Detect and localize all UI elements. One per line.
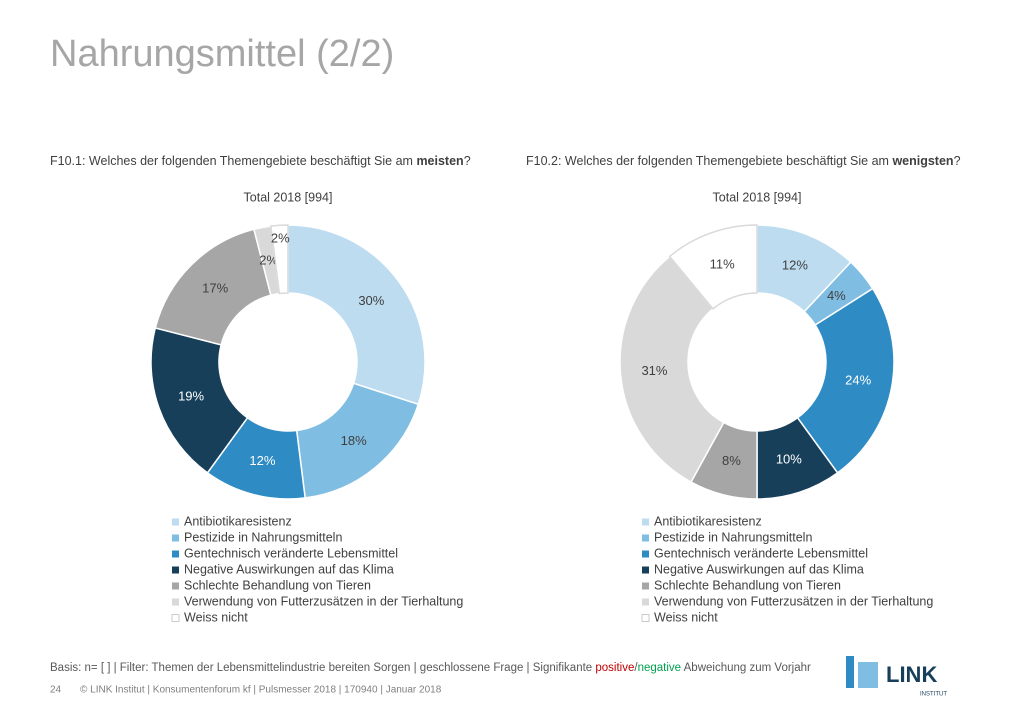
legend-label: Pestizide in Nahrungsmitteln (654, 530, 812, 544)
legend-swatch (642, 598, 649, 606)
legend-label: Antibiotikaresistenz (184, 514, 292, 528)
data-label: 18% (341, 433, 367, 448)
legend-swatch (642, 582, 649, 590)
data-label: 12% (249, 453, 275, 468)
pie-segment (154, 228, 272, 346)
legend-swatch (172, 550, 179, 558)
data-label: 31% (641, 363, 667, 378)
basis-text: Basis: n= [ ] | Filter: Themen der Leben… (50, 662, 595, 674)
data-label: 19% (178, 388, 204, 403)
legend-swatch (172, 518, 179, 526)
question-part: ? (954, 154, 961, 168)
basis-positive: positive (595, 662, 634, 674)
legend-label: Verwendung von Futterzusätzen in der Tie… (184, 594, 463, 608)
question-part: F10.2 (526, 154, 558, 168)
logo: LINK INSTITUT (846, 656, 947, 698)
legend-swatch (641, 614, 650, 622)
data-label: 10% (776, 451, 802, 466)
legend-swatch (642, 534, 649, 542)
data-label: 2% (271, 231, 290, 246)
data-label: 8% (722, 453, 741, 468)
basis-slash: / (634, 662, 638, 674)
pie-segment (287, 224, 426, 406)
legend-label: Pestizide in Nahrungsmitteln (184, 530, 342, 544)
data-label: 12% (782, 258, 808, 273)
data-label: 4% (827, 288, 846, 303)
legend-swatch (642, 550, 649, 558)
chart-subtitle: Total 2018 [994] (713, 190, 802, 204)
logo-sub: INSTITUT (920, 692, 947, 698)
footer-text: © LINK Institut | Konsumentenforum kf | … (80, 685, 442, 696)
pie-segment (269, 224, 289, 295)
question-part: meisten (416, 154, 463, 168)
legend-label: Weiss nicht (184, 610, 248, 624)
legend-label: Verwendung von Futterzusätzen in der Tie… (654, 594, 933, 608)
legend-swatch (642, 566, 649, 574)
chart-subtitle: Total 2018 [994] (244, 190, 333, 204)
legend-swatch (172, 598, 179, 606)
legend-swatch (172, 566, 179, 574)
legend-swatch (171, 614, 180, 622)
legend-label: Negative Auswirkungen auf das Klima (654, 562, 864, 576)
data-label: 24% (845, 373, 871, 388)
question-part: F10.1 (50, 154, 82, 168)
legend-label: Weiss nicht (654, 610, 718, 624)
basis-text-end: Abweichung zum Vorjahr (681, 662, 811, 674)
legend-label: Antibiotikaresistenz (654, 514, 762, 528)
data-label: 2% (259, 252, 278, 267)
question-part: : Welches der folgenden Themengebiete be… (558, 154, 892, 168)
logo-shape (846, 656, 854, 688)
slide-title: Nahrungsmittel (2/2) (50, 33, 394, 75)
data-label: 11% (710, 257, 735, 272)
logo-shape (858, 662, 878, 688)
legend-swatch (172, 582, 179, 590)
page-number: 24 (50, 685, 62, 696)
basis: Basis: n= [ ] | Filter: Themen der Leben… (50, 662, 811, 674)
question: F10.1: Welches der folgenden Themengebie… (50, 154, 471, 168)
question-part: wenigsten (891, 154, 953, 168)
pie-segment (796, 287, 895, 474)
pie-segment (619, 255, 725, 484)
legend-label: Negative Auswirkungen auf das Klima (184, 562, 394, 576)
pie-segment (668, 224, 758, 310)
pie-segment (150, 327, 249, 474)
legend-label: Gentechnisch veränderte Lebensmittel (184, 546, 398, 560)
legend-label: Schlechte Behandlung von Tieren (184, 578, 371, 592)
legend-label: Schlechte Behandlung von Tieren (654, 578, 841, 592)
legend-swatch (172, 534, 179, 542)
logo-name: LINK (886, 662, 937, 687)
basis-negative: negative (638, 662, 681, 674)
legend-swatch (642, 518, 649, 526)
question: F10.2: Welches der folgenden Themengebie… (526, 154, 961, 168)
data-label: 30% (358, 293, 384, 308)
legend-label: Gentechnisch veränderte Lebensmittel (654, 546, 868, 560)
data-label: 17% (202, 281, 228, 296)
question-part: ? (464, 154, 471, 168)
question-part: : Welches der folgenden Themengebiete be… (82, 154, 416, 168)
